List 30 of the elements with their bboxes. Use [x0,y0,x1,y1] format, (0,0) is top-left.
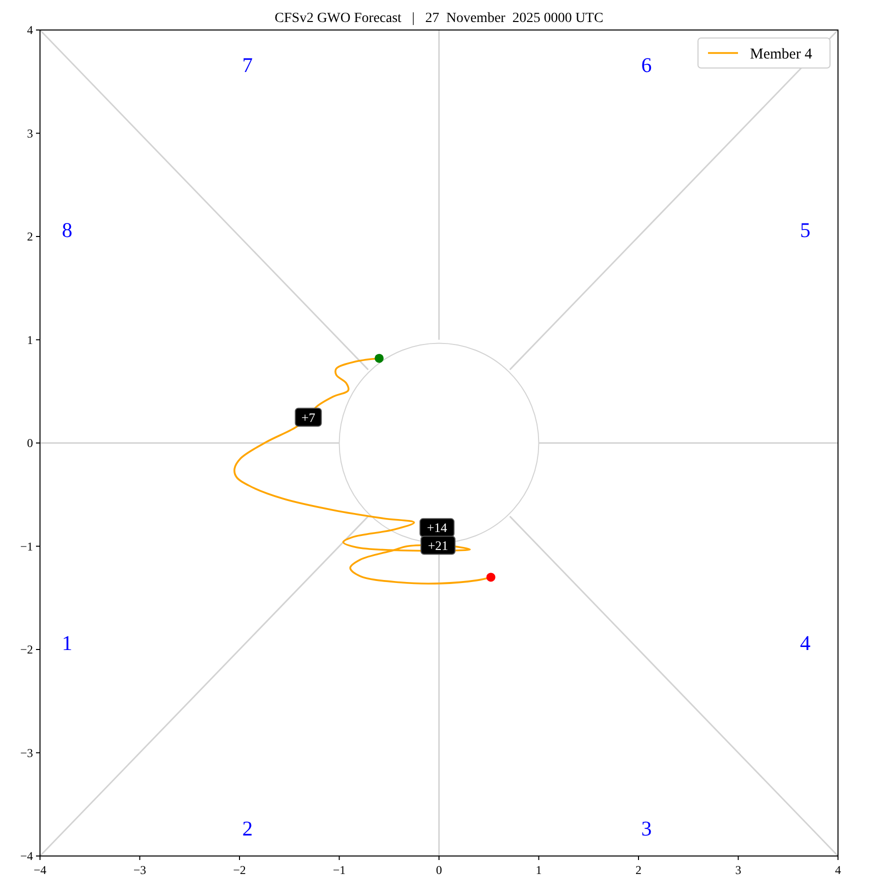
annotation: +14 [426,520,448,536]
chart-title: CFSv2 GWO Forecast | 27 November 2025 0000 UTC [274,11,604,26]
annotation: 8 [62,218,72,242]
y-tick-label: 0 [27,436,33,450]
legend-label: Member 4 [750,46,813,62]
point [486,572,496,582]
x-tick-label: 1 [536,863,542,877]
annotation: 7 [242,53,253,78]
y-tick-label: 1 [27,332,33,347]
point [374,354,384,363]
y-tick-label: −3 [20,746,33,760]
y-tick-label: −1 [20,539,33,554]
annotation: 1 [62,631,72,656]
x-tick-label: −1 [332,863,346,877]
annotation: 5 [800,218,811,242]
x-tick-label: −2 [233,863,246,877]
x-tick-label: 0 [436,863,442,877]
y-tick-label: 4 [27,23,33,38]
y-tick-label: −4 [20,849,33,864]
annotation: 4 [800,631,812,656]
y-tick-label: 2 [27,230,33,244]
annotation: 2 [242,816,253,840]
y-tick-label: 3 [27,126,33,140]
annotation: 3 [641,816,652,840]
y-tick-label: −2 [20,642,33,657]
annotation: 6 [641,53,652,78]
x-tick-label: −3 [133,863,146,877]
x-tick-label: 4 [835,863,841,877]
x-tick-label: 3 [735,863,742,877]
x-tick-label: 2 [636,863,642,877]
